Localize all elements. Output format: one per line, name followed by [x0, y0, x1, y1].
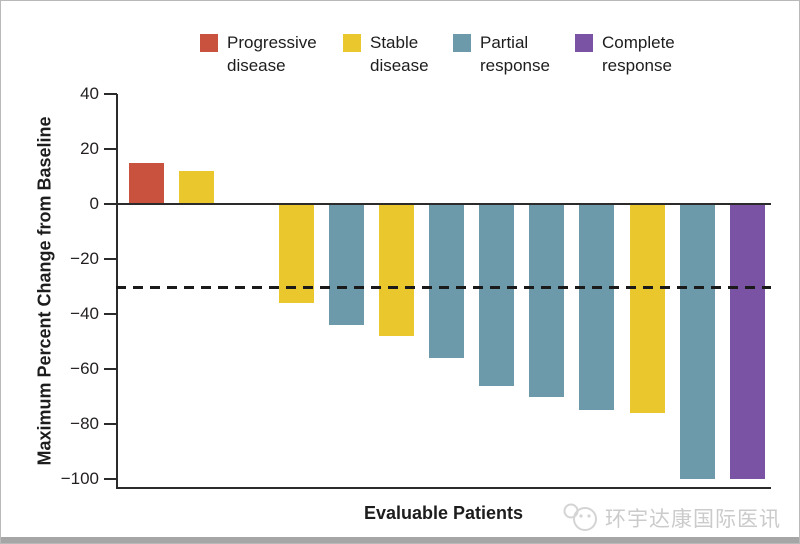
legend-label-line2: response	[602, 56, 672, 75]
reference-line-minus-30	[116, 285, 771, 289]
y-tick-label: 40	[80, 84, 99, 103]
bar-patient-7	[429, 204, 465, 358]
y-tick-mark	[104, 313, 117, 315]
y-tick-mark	[104, 423, 117, 425]
y-tick-mark	[104, 258, 117, 260]
x-axis-label: Evaluable Patients	[363, 503, 524, 523]
legend-label-line1: Progressive	[227, 33, 317, 52]
y-tick-label: 0	[89, 194, 99, 213]
bar-patient-10	[579, 204, 615, 411]
x-axis-bottom-line	[116, 487, 771, 489]
y-tick-mark	[104, 93, 117, 95]
y-tick-mark	[104, 203, 117, 205]
bar-patient-13	[729, 204, 765, 479]
y-tick-mark	[104, 148, 117, 150]
legend-label-line2: disease	[370, 56, 429, 75]
plot-area: 40 20 0 −20 −40 −60 −80 −100	[61, 84, 771, 489]
legend-label-line1: Partial	[480, 33, 529, 52]
y-axis-title: Maximum Percent Change from Baseline	[34, 116, 55, 466]
legend-label-line1: Complete	[602, 33, 675, 52]
legend-swatch-complete-response	[575, 34, 593, 52]
bar-patient-2	[178, 171, 214, 204]
zero-baseline	[116, 203, 771, 205]
bar-patient-9	[529, 204, 565, 397]
y-tick-label: −20	[70, 249, 99, 268]
bar-patient-12	[679, 204, 715, 479]
y-tick-label: −40	[70, 304, 99, 323]
legend-swatch-stable-disease	[343, 34, 361, 52]
legend-swatch-partial-response	[453, 34, 471, 52]
y-tick-label: −60	[70, 359, 99, 378]
legend-swatch-progressive-disease	[200, 34, 218, 52]
chat-bubble-face-logo-icon	[563, 503, 597, 531]
legend-item-progressive-disease: Progressive disease	[200, 31, 317, 77]
bar-patient-5	[328, 204, 364, 325]
watermark-text: 环宇达康国际医讯	[605, 508, 781, 531]
bar-patient-11	[629, 204, 665, 413]
bar-patient-8	[479, 204, 515, 386]
legend-label-line2: response	[480, 56, 550, 75]
y-tick-label: −80	[70, 414, 99, 433]
bar-patient-6	[379, 204, 414, 336]
y-axis-line	[116, 94, 118, 489]
bottom-border-bar	[1, 537, 799, 543]
legend-label-line2: disease	[227, 56, 286, 75]
legend-label-line1: Stable	[370, 33, 419, 52]
y-tick-mark	[104, 368, 117, 370]
y-tick-mark	[104, 478, 117, 480]
bar-patient-1	[128, 162, 164, 204]
legend-item-partial-response: Partial response	[453, 31, 550, 77]
legend-item-stable-disease: Stable disease	[343, 31, 429, 77]
watermark: 环宇达康国际医讯	[561, 501, 781, 535]
y-tick-label: −100	[60, 469, 99, 488]
legend-item-complete-response: Complete response	[575, 31, 675, 77]
y-tick-label: 20	[80, 139, 99, 158]
